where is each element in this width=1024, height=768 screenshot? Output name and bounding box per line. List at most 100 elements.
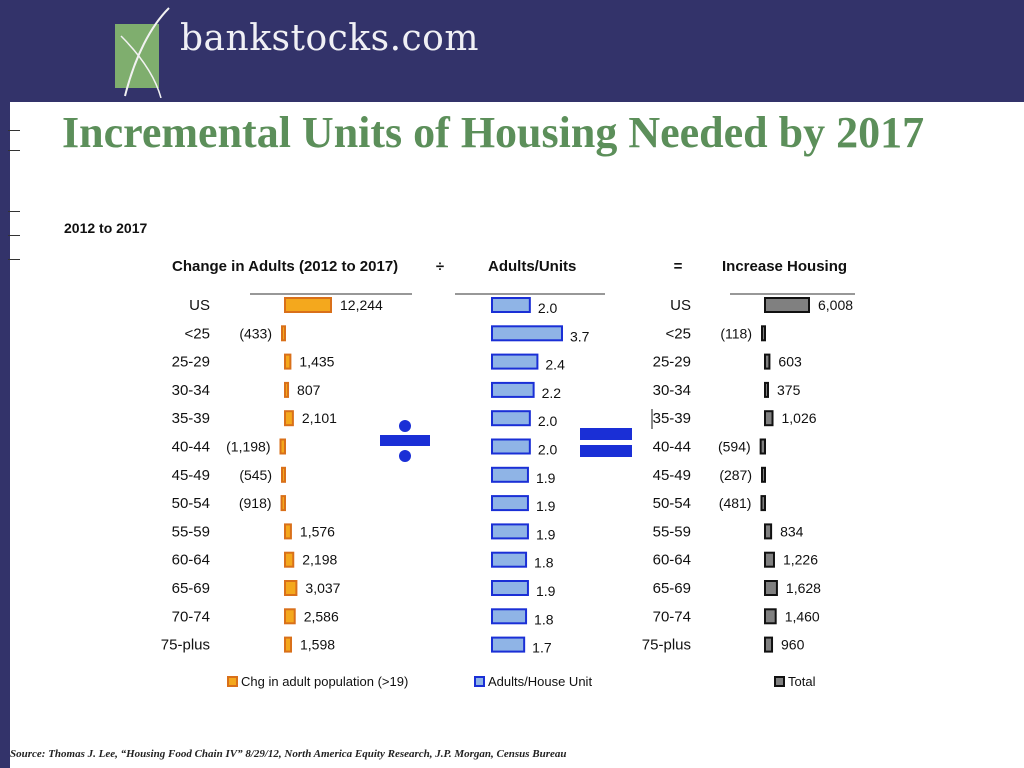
data-label: 1,628	[786, 580, 821, 596]
edge-tick	[8, 130, 20, 131]
blue-bar	[491, 523, 529, 540]
data-label: 960	[781, 637, 805, 653]
data-label: 12,244	[340, 297, 383, 313]
orange-bar	[284, 580, 298, 596]
data-label: (545)	[239, 467, 272, 483]
panel-title-2: Increase Housing	[722, 258, 847, 275]
gray-bar	[764, 523, 773, 540]
data-label: (287)	[719, 467, 752, 483]
source-note: Source: Thomas J. Lee, “Housing Food Cha…	[10, 748, 567, 760]
data-label: 2.0	[538, 442, 558, 458]
data-label: 2.2	[542, 385, 562, 401]
category-label: 35-39	[653, 410, 691, 427]
orange-bar	[280, 495, 287, 512]
legend-label: Adults/House Unit	[488, 674, 592, 689]
category-label: 75-plus	[161, 637, 210, 654]
data-label: 603	[778, 354, 802, 370]
gray-bar	[764, 580, 778, 596]
orange-bar	[284, 381, 290, 398]
legend-swatch	[227, 676, 238, 687]
category-label: 50-54	[653, 495, 691, 512]
data-label: (481)	[719, 495, 752, 511]
orange-bar	[279, 438, 286, 455]
data-label: 1,598	[300, 637, 335, 653]
legend-swatch	[774, 676, 785, 687]
edge-tick	[8, 259, 20, 260]
gray-bar	[764, 636, 774, 653]
gray-bar	[764, 410, 774, 427]
legend-label: Total	[788, 674, 816, 689]
orange-bar	[281, 466, 286, 483]
legend-label: Chg in adult population (>19)	[241, 674, 408, 689]
category-label: 25-29	[172, 354, 210, 371]
orange-bar	[284, 636, 293, 653]
orange-bar	[284, 297, 332, 313]
data-label: (918)	[239, 495, 272, 511]
blue-bar	[491, 636, 526, 653]
orange-bar	[284, 551, 295, 568]
category-label: 45-49	[653, 467, 691, 484]
legend-swatch	[474, 676, 485, 687]
operator-header: =	[674, 258, 683, 275]
category-label: 40-44	[653, 439, 691, 456]
blue-bar	[491, 495, 529, 512]
data-label: 1.8	[534, 611, 554, 627]
category-label: 30-34	[172, 382, 210, 399]
data-label: 2.0	[538, 300, 558, 316]
orange-bar	[284, 353, 292, 370]
category-label: 60-64	[172, 552, 210, 569]
data-label: 1.8	[534, 555, 554, 571]
panel-title-0: Change in Adults (2012 to 2017)	[172, 258, 398, 275]
data-label: (1,198)	[226, 439, 270, 455]
data-label: 1.9	[536, 583, 556, 599]
category-label: US	[670, 297, 691, 314]
data-label: 2,198	[302, 552, 337, 568]
blue-bar	[491, 608, 528, 625]
data-label: 3,037	[305, 580, 340, 596]
blue-bar	[491, 580, 529, 596]
blue-bar	[491, 438, 531, 455]
gray-bar	[759, 438, 766, 455]
divide-bar-icon	[380, 435, 430, 446]
data-label: 1,026	[782, 410, 817, 426]
category-label: 25-29	[653, 354, 691, 371]
category-label: 65-69	[172, 580, 210, 597]
data-label: 807	[297, 382, 321, 398]
equals-bar-icon	[580, 445, 632, 457]
housing-chart: Change in Adults (2012 to 2017) US 12,244 <…	[161, 258, 855, 689]
category-label: 30-34	[653, 382, 691, 399]
divide-dot-icon	[399, 420, 411, 432]
data-label: 375	[777, 382, 801, 398]
logo-text: bankstocks.com	[180, 18, 479, 59]
equals-bar-icon	[580, 428, 632, 440]
blue-bar	[491, 353, 539, 370]
category-label: 50-54	[172, 495, 210, 512]
gray-bar	[761, 466, 766, 483]
data-label: 1,576	[300, 523, 335, 539]
category-label: 40-44	[172, 439, 210, 456]
gray-bar	[761, 325, 766, 342]
divide-dot-icon	[399, 450, 411, 462]
category-label: 45-49	[172, 467, 210, 484]
category-label: US	[189, 297, 210, 314]
data-label: 1.9	[536, 526, 556, 542]
data-label: 2.4	[545, 357, 565, 373]
logo-mark-icon	[115, 7, 170, 98]
blue-bar	[491, 381, 535, 398]
data-label: (118)	[720, 325, 752, 341]
data-label: (433)	[239, 325, 272, 341]
gray-bar	[764, 551, 775, 568]
data-label: 3.7	[570, 328, 590, 344]
blue-bar	[491, 466, 529, 483]
data-label: 2.0	[538, 413, 558, 429]
data-label: 1,435	[299, 354, 334, 370]
gray-bar	[764, 353, 771, 370]
data-label: 1,226	[783, 552, 818, 568]
gray-bar	[764, 381, 769, 398]
data-label: 1.9	[536, 498, 556, 514]
slide-title: Incremental Units of Housing Needed by 2…	[62, 108, 925, 157]
orange-bar	[284, 523, 292, 540]
orange-bar	[284, 608, 296, 625]
data-label: 6,008	[818, 297, 853, 313]
category-label: 70-74	[653, 608, 691, 625]
